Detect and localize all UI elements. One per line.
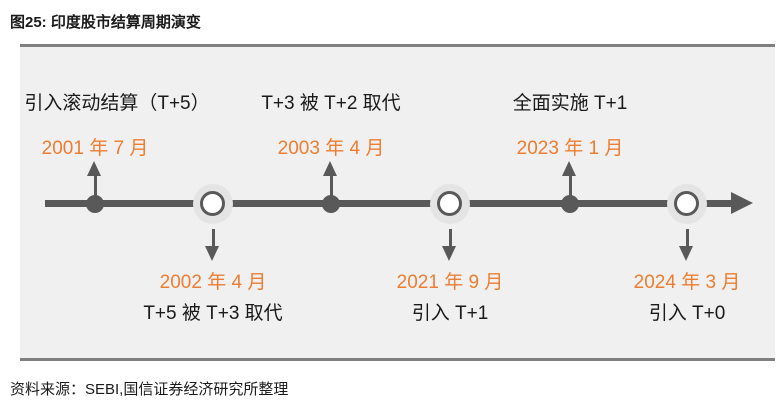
timeline-axis <box>45 200 732 207</box>
down-arrow-icon <box>442 246 456 261</box>
down-arrow-icon <box>205 246 219 261</box>
up-arrow-icon <box>562 161 576 176</box>
milestone-dot-open <box>437 191 462 216</box>
timeline-event-2023-01: 全面实施 T+1 2023 年 1 月 <box>420 47 720 358</box>
up-arrow-icon <box>323 161 337 176</box>
milestone-dot-open <box>674 191 699 216</box>
event-label: T+5 被 T+3 取代 <box>143 303 283 324</box>
timeline-arrowhead-icon <box>731 192 753 214</box>
event-label: 引入滚动结算（T+5） <box>24 93 210 114</box>
arrow-stem <box>686 229 689 246</box>
figure-title: 图25: 印度股市结算周期演变 <box>10 14 201 31</box>
event-date: 2024 年 3 月 <box>633 272 741 293</box>
timeline-event-2002-04: 2002 年 4 月 T+5 被 T+3 取代 <box>63 47 363 358</box>
event-label: 引入 T+0 <box>648 303 726 324</box>
arrow-stem <box>212 229 215 246</box>
event-label: 引入 T+1 <box>411 303 489 324</box>
source-note: 资料来源：SEBI,国信证券经济研究所整理 <box>10 381 289 398</box>
event-date: 2021 年 9 月 <box>396 272 504 293</box>
timeline-event-2021-09: 2021 年 9 月 引入 T+1 <box>300 47 600 358</box>
arrow-stem <box>449 229 452 246</box>
arrow-stem <box>330 175 333 201</box>
event-date: 2003 年 4 月 <box>277 138 385 159</box>
milestone-dot-filled <box>86 195 104 213</box>
up-arrow-icon <box>87 161 101 176</box>
event-date: 2023 年 1 月 <box>516 138 624 159</box>
arrow-stem <box>569 175 572 201</box>
event-date: 2001 年 7 月 <box>41 138 149 159</box>
down-arrow-icon <box>679 246 693 261</box>
arrow-stem <box>94 175 97 201</box>
event-label: 全面实施 T+1 <box>512 93 628 114</box>
timeline-event-2024-03: 2024 年 3 月 引入 T+0 <box>537 47 783 358</box>
milestone-dot-open <box>200 191 225 216</box>
timeline-event-2001-07: 引入滚动结算（T+5） 2001 年 7 月 <box>0 47 245 358</box>
milestone-dot-filled <box>561 195 579 213</box>
event-date: 2002 年 4 月 <box>159 272 267 293</box>
timeline-panel: 引入滚动结算（T+5） 2001 年 7 月 2002 年 4 月 T+5 被 … <box>20 44 775 361</box>
timeline-event-2003-04: T+3 被 T+2 取代 2003 年 4 月 <box>181 47 481 358</box>
event-label: T+3 被 T+2 取代 <box>261 93 401 114</box>
milestone-dot-filled <box>322 195 340 213</box>
